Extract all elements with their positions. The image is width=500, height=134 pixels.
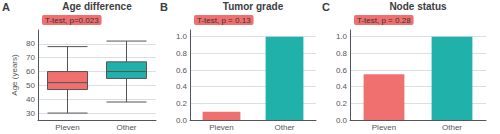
svg-text:1.0: 1.0 bbox=[336, 32, 348, 41]
svg-text:0.4: 0.4 bbox=[336, 82, 348, 91]
svg-text:Other: Other bbox=[442, 123, 462, 132]
svg-text:0.2: 0.2 bbox=[336, 99, 348, 108]
svg-text:0.6: 0.6 bbox=[336, 66, 348, 75]
svg-text:40: 40 bbox=[26, 95, 35, 104]
svg-text:A: A bbox=[2, 1, 10, 13]
svg-text:60: 60 bbox=[26, 67, 35, 76]
svg-text:0.0: 0.0 bbox=[176, 116, 188, 125]
svg-text:80: 80 bbox=[26, 39, 35, 48]
svg-text:70: 70 bbox=[26, 53, 35, 62]
svg-text:Pleven: Pleven bbox=[55, 123, 79, 132]
svg-text:C: C bbox=[322, 1, 330, 13]
svg-text:T-test, p = 0.13: T-test, p = 0.13 bbox=[197, 16, 251, 25]
svg-text:0.4: 0.4 bbox=[176, 82, 188, 91]
svg-text:0.6: 0.6 bbox=[176, 66, 188, 75]
svg-text:Pleven: Pleven bbox=[372, 123, 396, 132]
svg-text:Other: Other bbox=[116, 123, 136, 132]
svg-text:Pleven: Pleven bbox=[209, 123, 233, 132]
svg-text:T-test, p=0.023: T-test, p=0.023 bbox=[45, 16, 99, 25]
svg-text:Node status: Node status bbox=[389, 1, 447, 12]
svg-text:Age difference: Age difference bbox=[62, 1, 132, 12]
svg-text:0.8: 0.8 bbox=[176, 49, 188, 58]
svg-text:0.8: 0.8 bbox=[336, 49, 348, 58]
svg-text:Other: Other bbox=[274, 123, 294, 132]
svg-text:Age (years): Age (years) bbox=[10, 54, 19, 96]
svg-text:50: 50 bbox=[26, 81, 35, 90]
svg-text:1.0: 1.0 bbox=[176, 32, 188, 41]
svg-text:B: B bbox=[160, 1, 168, 13]
svg-text:0.0: 0.0 bbox=[336, 116, 348, 125]
svg-text:0.2: 0.2 bbox=[176, 99, 188, 108]
svg-text:Tumor grade: Tumor grade bbox=[223, 1, 284, 12]
svg-text:T-test, p = 0.28: T-test, p = 0.28 bbox=[357, 16, 411, 25]
svg-text:30: 30 bbox=[26, 109, 35, 118]
